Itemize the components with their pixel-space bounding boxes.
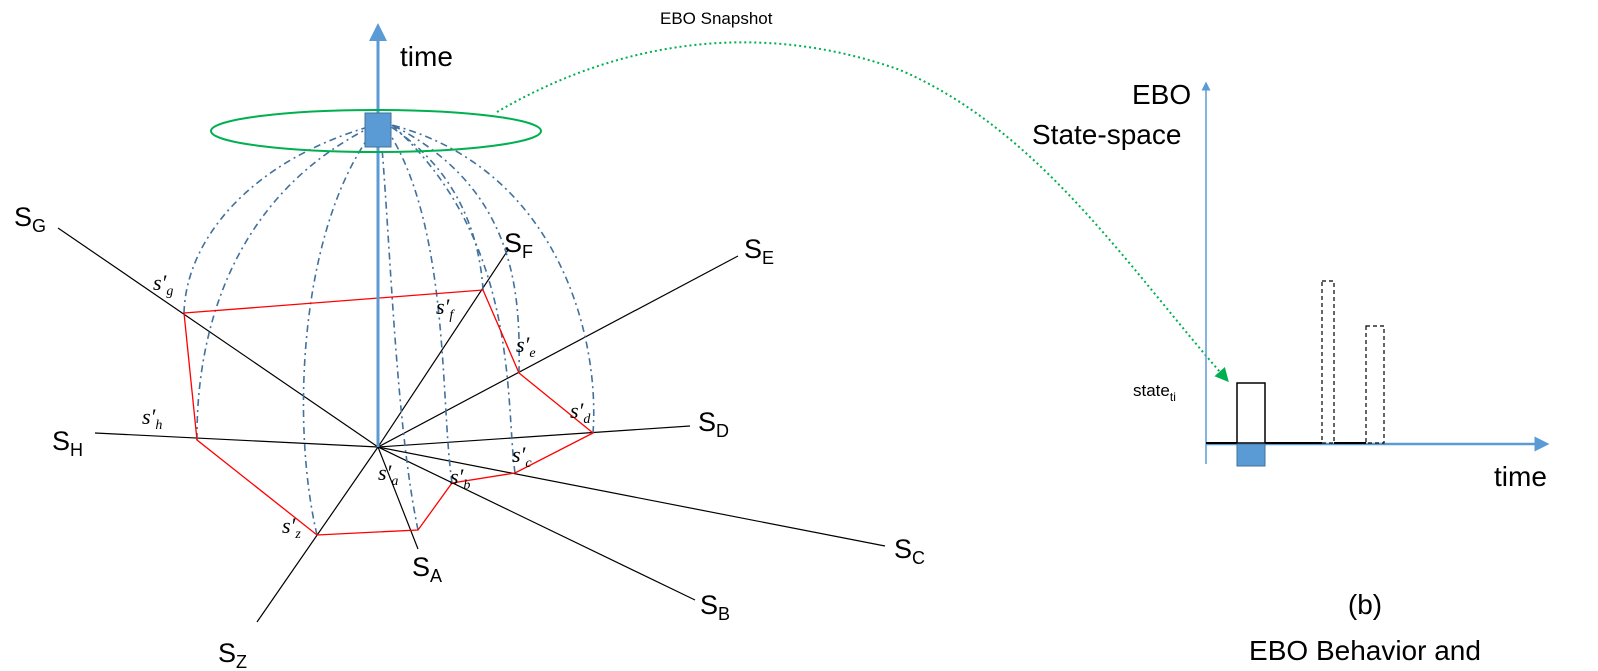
axis-label-e: SE bbox=[744, 234, 774, 268]
axis-line-g bbox=[57, 227, 379, 448]
trajectory-c bbox=[391, 124, 516, 474]
axis-label-h: SH bbox=[52, 426, 83, 460]
trajectory-d bbox=[391, 124, 595, 434]
axis-line-h bbox=[94, 432, 379, 448]
axis-label-b: SB bbox=[700, 590, 730, 624]
figure-b: EBO State-space time stateti (b) EBO Beh… bbox=[1032, 79, 1550, 666]
point-label-z: s′z bbox=[282, 513, 301, 542]
trajectory-curves bbox=[183, 124, 595, 536]
point-label-b: s′b bbox=[450, 464, 470, 493]
caption-id: (b) bbox=[1348, 589, 1382, 620]
axis-label-d: SD bbox=[698, 407, 729, 441]
future-pulse-2 bbox=[1365, 325, 1385, 444]
axis-label-f: SF bbox=[504, 228, 533, 262]
point-label-a: s′a bbox=[378, 460, 398, 489]
state-space-label-line2: State-space bbox=[1032, 119, 1181, 150]
point-label-f: s′f bbox=[436, 294, 455, 323]
axis-label-z: SZ bbox=[218, 638, 247, 671]
snapshot-ellipse bbox=[210, 109, 542, 153]
state-axes bbox=[57, 227, 886, 623]
time-axis-b-label: time bbox=[1494, 461, 1547, 492]
future-pulse-1 bbox=[1321, 280, 1335, 444]
axis-line-c bbox=[377, 446, 886, 547]
time-marker bbox=[1236, 443, 1266, 467]
axis-line-b bbox=[377, 446, 696, 601]
trajectory-a bbox=[379, 124, 419, 531]
trajectory-h bbox=[196, 124, 376, 441]
axis-label-c: SC bbox=[894, 534, 925, 568]
trajectory-b bbox=[383, 124, 453, 484]
point-label-h: s′h bbox=[142, 404, 162, 433]
trajectory-f bbox=[387, 124, 484, 291]
point-label-e: s′e bbox=[516, 332, 536, 361]
state-label: stateti bbox=[1133, 381, 1176, 404]
snapshot-marker bbox=[364, 112, 392, 148]
figure-a: time EBO Snapshot SG SF SE SD SC SB SA S… bbox=[14, 9, 1229, 671]
caption-line1: EBO Behavior and bbox=[1249, 635, 1481, 666]
snapshot-label: EBO Snapshot bbox=[660, 9, 773, 28]
point-label-d: s′d bbox=[570, 398, 591, 427]
axis-line-a bbox=[377, 446, 419, 550]
axis-line-f bbox=[377, 249, 509, 448]
snapshot-arrow bbox=[496, 41, 1229, 383]
axis-label-a: SA bbox=[412, 552, 442, 586]
trajectory-e bbox=[391, 124, 520, 374]
point-label-g: s′g bbox=[153, 270, 173, 299]
trajectory-g bbox=[183, 124, 376, 314]
time-axis-label: time bbox=[400, 41, 453, 72]
state-polygon bbox=[183, 289, 595, 536]
trajectory-z bbox=[302, 124, 379, 536]
state-space-label-line1: EBO bbox=[1132, 79, 1191, 110]
axis-line-d bbox=[377, 425, 691, 448]
axis-label-g: SG bbox=[14, 202, 46, 236]
point-label-c: s′c bbox=[512, 442, 532, 471]
current-state-pulse bbox=[1236, 382, 1266, 444]
axis-line-e bbox=[377, 255, 739, 448]
